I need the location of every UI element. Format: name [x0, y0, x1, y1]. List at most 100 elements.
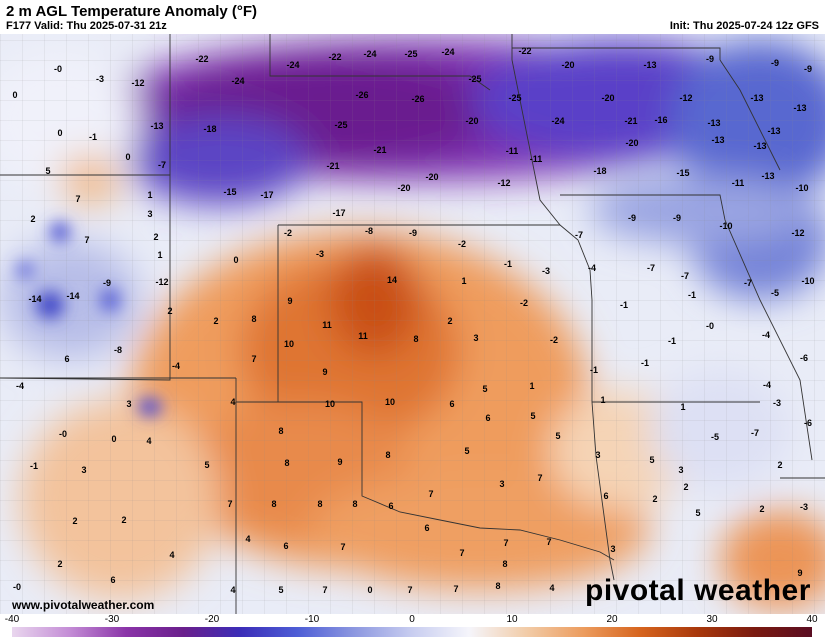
anomaly-value-label: 7: [459, 548, 464, 558]
anomaly-value-label: -10: [801, 276, 814, 286]
anomaly-value-label: -17: [332, 208, 345, 218]
anomaly-value-label: -10: [795, 183, 808, 193]
anomaly-value-label: 9: [337, 457, 342, 467]
anomaly-value-label: 6: [283, 541, 288, 551]
anomaly-value-label: -7: [158, 160, 166, 170]
anomaly-value-label: 2: [30, 214, 35, 224]
anomaly-value-label: 7: [503, 538, 508, 548]
anomaly-value-label: 6: [603, 491, 608, 501]
anomaly-value-label: -4: [16, 381, 24, 391]
anomaly-value-label: -2: [550, 335, 558, 345]
anomaly-value-label: -21: [373, 145, 386, 155]
anomaly-value-label: -7: [681, 271, 689, 281]
anomaly-value-label: 7: [322, 585, 327, 595]
anomaly-value-label: -21: [624, 116, 637, 126]
anomaly-value-label: 2: [153, 232, 158, 242]
anomaly-value-label: -3: [800, 502, 808, 512]
colorbar-tick-label: 10: [506, 614, 518, 625]
anomaly-value-label: 2: [72, 516, 77, 526]
anomaly-value-label: 8: [385, 450, 390, 460]
anomaly-value-label: -13: [767, 126, 780, 136]
anomaly-value-label: 4: [230, 585, 235, 595]
anomaly-value-label: 8: [413, 334, 418, 344]
anomaly-value-label: -24: [286, 60, 299, 70]
anomaly-value-label: -2: [284, 228, 292, 238]
anomaly-value-label: 6: [110, 575, 115, 585]
anomaly-value-label: 6: [424, 523, 429, 533]
anomaly-value-label: 6: [388, 501, 393, 511]
anomaly-value-label: -25: [404, 49, 417, 59]
anomaly-value-label: 3: [126, 399, 131, 409]
anomaly-value-label: -14: [28, 294, 41, 304]
anomaly-value-label: 3: [499, 479, 504, 489]
anomaly-value-label: 1: [147, 190, 152, 200]
anomaly-value-label: -0: [706, 321, 714, 331]
anomaly-value-label: -8: [114, 345, 122, 355]
anomaly-value-label: 7: [84, 235, 89, 245]
anomaly-value-label: 7: [227, 499, 232, 509]
anomaly-value-label: -20: [465, 116, 478, 126]
anomaly-value-label: -22: [328, 52, 341, 62]
anomaly-value-label: -5: [771, 288, 779, 298]
colorbar-tick-label: 40: [806, 614, 818, 625]
state-borders: [0, 34, 825, 614]
anomaly-value-label: 2: [777, 460, 782, 470]
anomaly-value-label: -25: [508, 93, 521, 103]
anomaly-value-label: -3: [542, 266, 550, 276]
anomaly-value-label: 8: [495, 581, 500, 591]
anomaly-value-label: -12: [155, 277, 168, 287]
anomaly-value-label: -9: [804, 64, 812, 74]
anomaly-value-label: 5: [530, 411, 535, 421]
colorbar: -40 -30 -20 -10 0 10 20 30 40: [0, 614, 825, 638]
anomaly-value-label: 7: [428, 489, 433, 499]
anomaly-value-label: -14: [66, 291, 79, 301]
anomaly-value-label: -9: [706, 54, 714, 64]
anomaly-value-label: -13: [707, 118, 720, 128]
anomaly-value-label: 7: [75, 194, 80, 204]
anomaly-value-label: 0: [111, 434, 116, 444]
site-url[interactable]: www.pivotalweather.com: [12, 598, 155, 612]
anomaly-value-label: -6: [804, 418, 812, 428]
anomaly-value-label: 10: [325, 399, 335, 409]
colorbar-tick-label: -20: [204, 614, 220, 625]
anomaly-labels: -0-3 -120-22-24-22 -24 -25 -24 -22-20 -13-9 -9-…: [12, 46, 814, 595]
anomaly-value-label: -7: [744, 278, 752, 288]
anomaly-value-label: 0: [12, 90, 17, 100]
anomaly-value-label: 3: [678, 465, 683, 475]
anomaly-value-label: -20: [397, 183, 410, 193]
anomaly-value-label: -7: [647, 263, 655, 273]
anomaly-value-label: 1: [461, 276, 466, 286]
anomaly-value-label: -26: [355, 90, 368, 100]
anomaly-value-label: -15: [223, 187, 236, 197]
anomaly-value-label: 8: [284, 458, 289, 468]
anomaly-value-label: 4: [230, 397, 235, 407]
anomaly-value-label: 10: [284, 339, 294, 349]
anomaly-value-label: 7: [251, 354, 256, 364]
anomaly-value-label: -7: [575, 230, 583, 240]
anomaly-value-label: -17: [260, 190, 273, 200]
anomaly-value-label: -11: [732, 178, 745, 188]
anomaly-value-label: -2: [520, 298, 528, 308]
anomaly-value-label: -9: [673, 213, 681, 223]
anomaly-value-label: 0: [367, 585, 372, 595]
anomaly-value-label: 1: [157, 250, 162, 260]
anomaly-value-label: 8: [352, 499, 357, 509]
anomaly-value-label: -9: [628, 213, 636, 223]
colorbar-tick-label: 30: [706, 614, 718, 625]
anomaly-value-label: -6: [800, 353, 808, 363]
anomaly-value-label: 1: [680, 402, 685, 412]
anomaly-value-label: 4: [146, 436, 151, 446]
anomaly-value-label: 0: [233, 255, 238, 265]
anomaly-value-label: 5: [649, 455, 654, 465]
anomaly-value-label: -24: [231, 76, 244, 86]
anomaly-value-label: 9: [287, 296, 292, 306]
colorbar-tick-label: 0: [409, 614, 415, 625]
anomaly-value-label: -11: [506, 146, 519, 156]
anomaly-value-label: -15: [676, 168, 689, 178]
anomaly-value-label: -13: [750, 93, 763, 103]
colorbar-gradient: [12, 627, 812, 637]
anomaly-value-label: 2: [57, 559, 62, 569]
anomaly-value-label: -12: [791, 228, 804, 238]
anomaly-value-label: -13: [711, 135, 724, 145]
colorbar-tick-label: -40: [4, 614, 20, 625]
